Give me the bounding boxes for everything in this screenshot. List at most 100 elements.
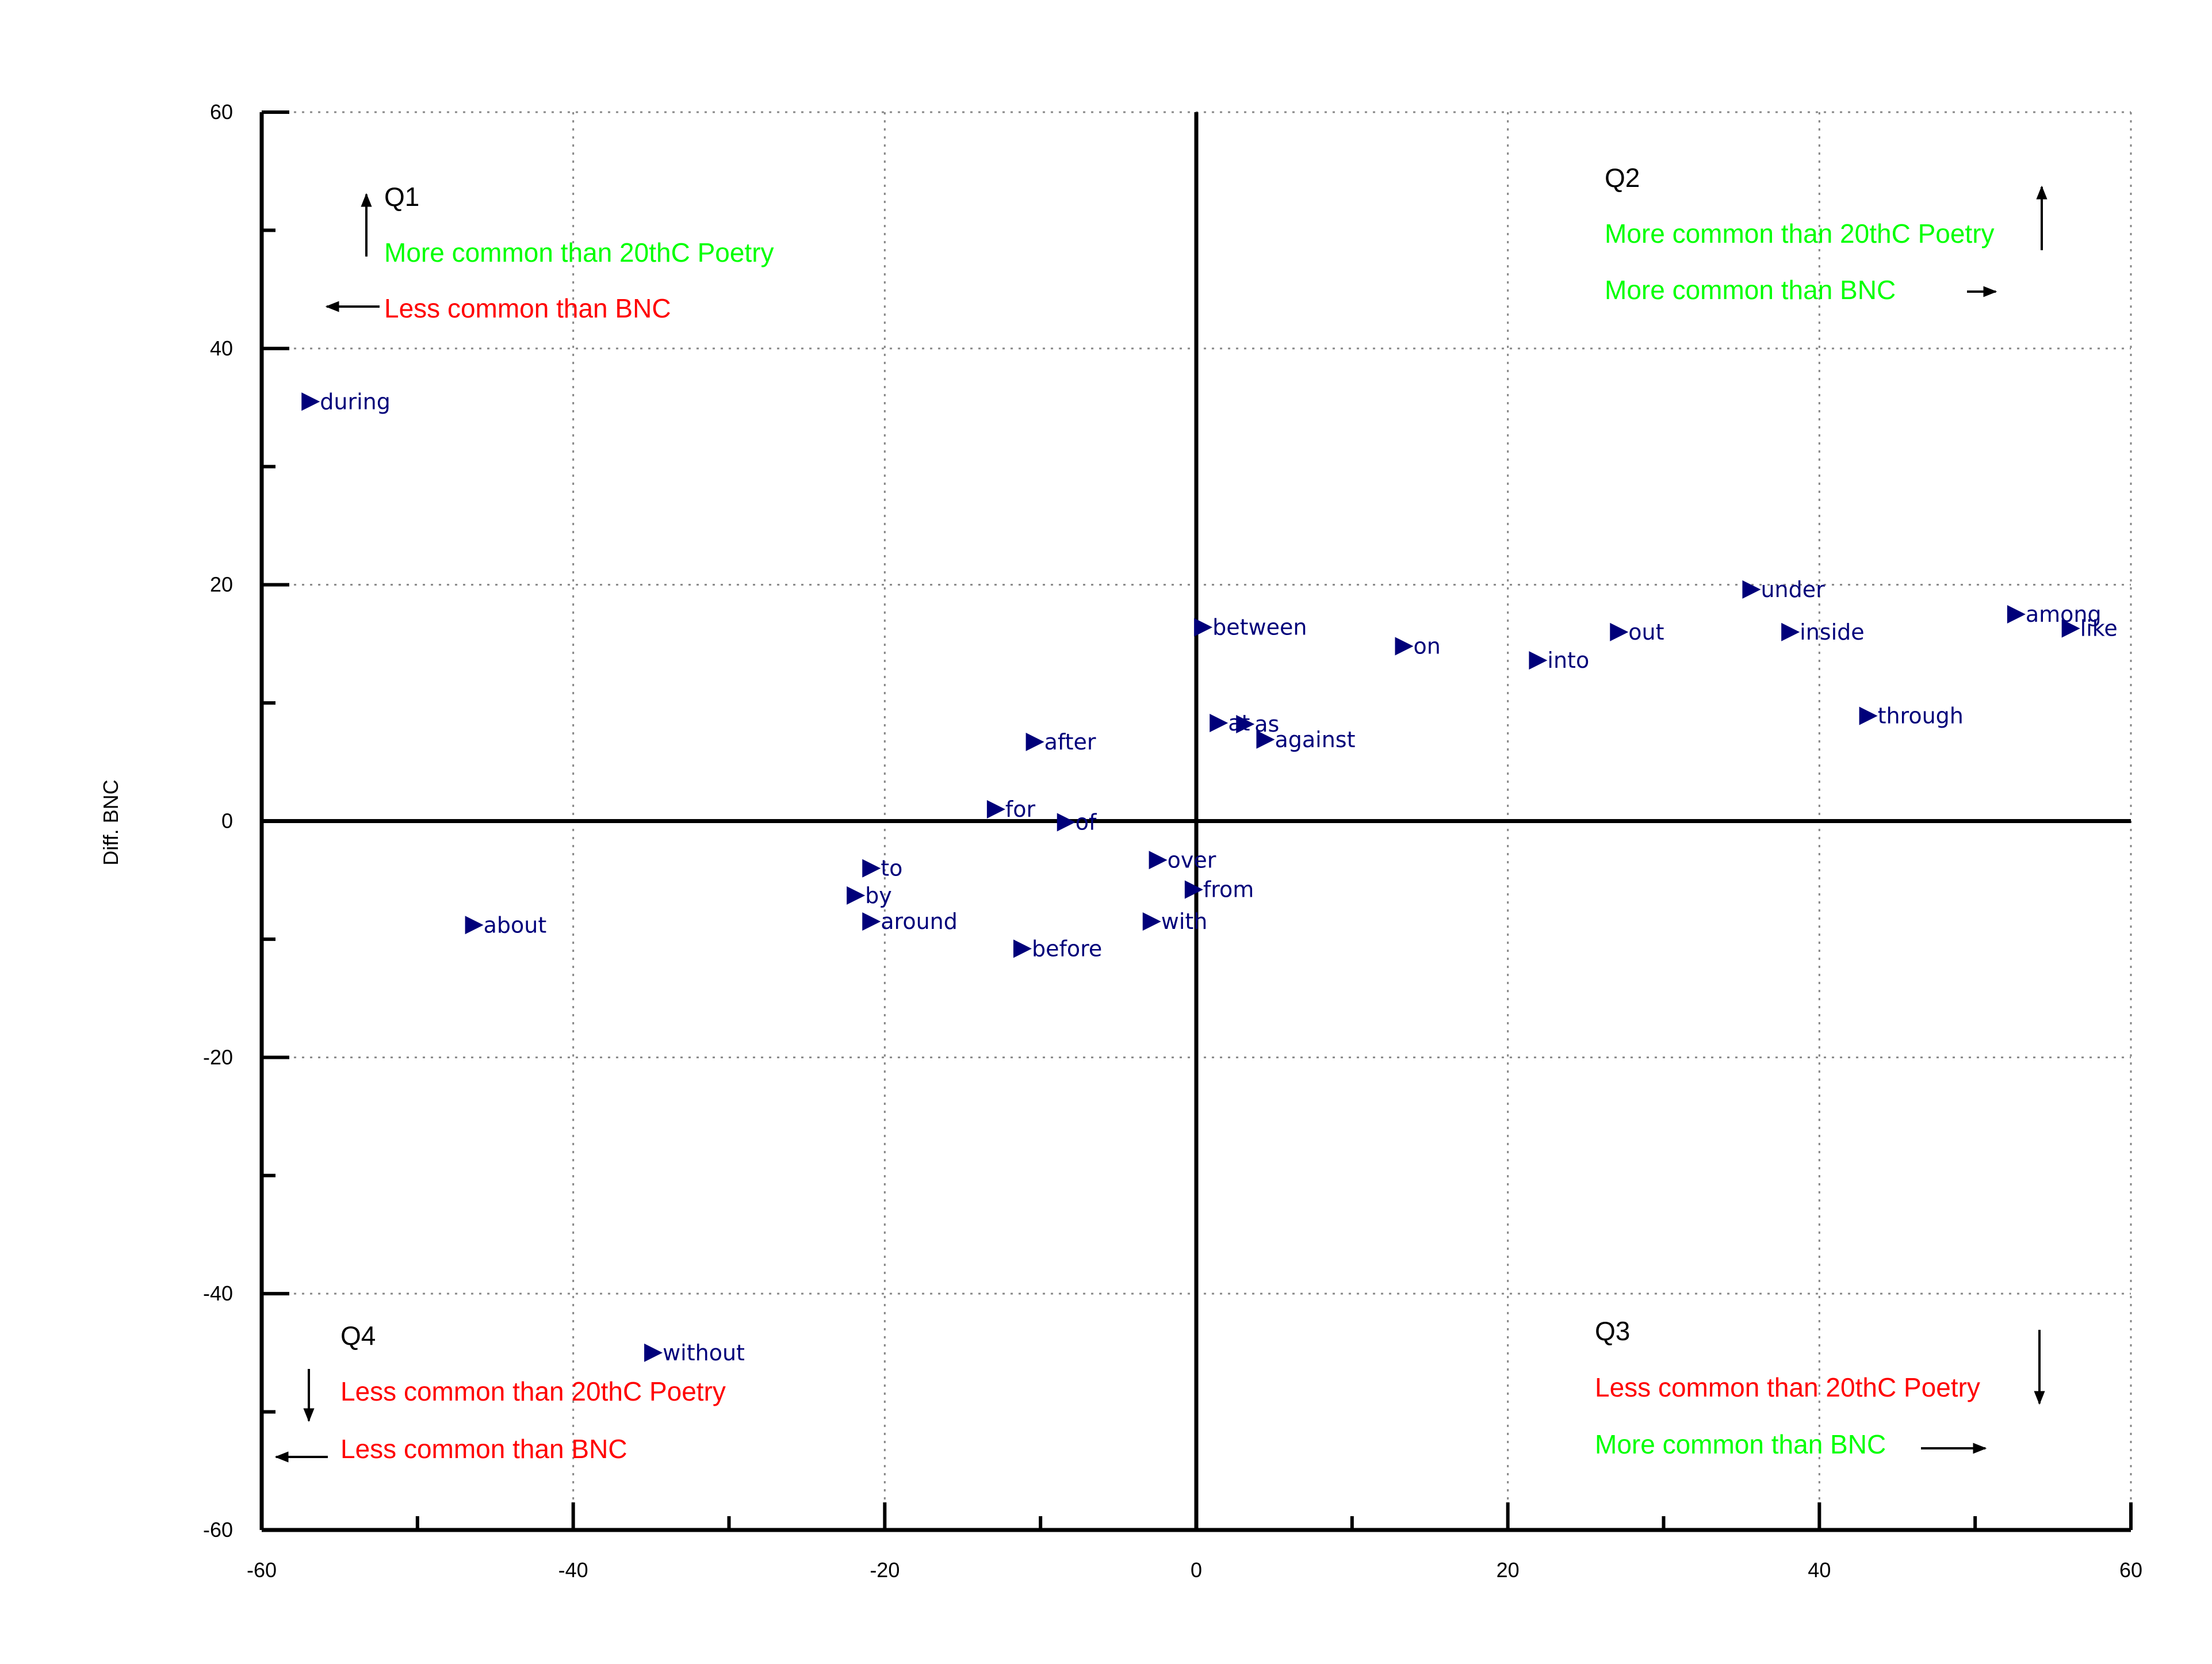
q1-annotation: Q1 More common than 20thC Poetry Less co… xyxy=(325,182,774,323)
point-label: with xyxy=(1161,909,1208,934)
q2-annotation: Q2 More common than 20thC Poetry More co… xyxy=(1605,163,2048,305)
point-label: into xyxy=(1547,648,1589,673)
point-label: during xyxy=(320,389,391,414)
point-label: on xyxy=(1414,633,1441,659)
tick-labels: -60 -40 -20 0 20 40 60 -60 -40 -20 0 20 40 60 xyxy=(203,100,2142,1582)
triangle-marker-icon xyxy=(862,912,881,931)
point-to: to xyxy=(862,856,902,881)
q3-bnc-text: More common than BNC xyxy=(1595,1429,1886,1459)
point-label: to xyxy=(881,856,902,881)
y-tick-label: 60 xyxy=(210,100,233,124)
axes xyxy=(259,110,2133,1532)
point-against: against xyxy=(1256,727,1356,752)
point-label: of xyxy=(1076,810,1097,835)
triangle-marker-icon xyxy=(847,886,866,905)
q4-bnc-text: Less common than BNC xyxy=(340,1434,627,1464)
q4-title: Q4 xyxy=(340,1321,376,1351)
point-label: around xyxy=(881,909,958,934)
point-inside: inside xyxy=(1781,619,1865,645)
q1-bnc-text: Less common than BNC xyxy=(384,293,671,323)
x-tick-label: 0 xyxy=(1191,1558,1202,1582)
point-label: under xyxy=(1761,577,1825,602)
triangle-marker-icon xyxy=(1529,651,1548,670)
x-tick-label: -60 xyxy=(247,1558,277,1582)
triangle-marker-icon xyxy=(644,1343,663,1362)
point-label: against xyxy=(1275,727,1355,752)
triangle-marker-icon xyxy=(986,800,1005,818)
q3-title: Q3 xyxy=(1595,1316,1630,1346)
point-label: before xyxy=(1032,936,1102,961)
point-label: about xyxy=(484,912,547,938)
point-from: from xyxy=(1184,877,1254,902)
triangle-marker-icon xyxy=(862,859,881,878)
triangle-marker-icon xyxy=(1194,618,1213,637)
quadrant-annotations: Q1 More common than 20thC Poetry Less co… xyxy=(274,163,2048,1464)
point-before: before xyxy=(1013,936,1102,961)
triangle-marker-icon xyxy=(1236,715,1255,734)
point-label: inside xyxy=(1800,619,1865,645)
point-around: around xyxy=(862,909,958,934)
point-over: over xyxy=(1149,847,1216,873)
point-without: without xyxy=(644,1340,745,1365)
point-label: without xyxy=(663,1340,745,1365)
point-after: after xyxy=(1025,729,1096,755)
point-label: for xyxy=(1005,797,1036,822)
q3-annotation: Q3 Less common than 20thC Poetry More co… xyxy=(1595,1316,2045,1459)
point-label: from xyxy=(1203,877,1254,902)
triangle-marker-icon xyxy=(1142,912,1161,931)
triangle-marker-icon xyxy=(1781,622,1800,641)
triangle-marker-icon xyxy=(1025,732,1044,751)
triangle-marker-icon xyxy=(465,916,484,935)
triangle-marker-icon xyxy=(1395,637,1414,656)
triangle-marker-icon xyxy=(2007,605,2026,624)
point-label: out xyxy=(1628,619,1664,645)
y-tick-label: -20 xyxy=(203,1045,233,1069)
point-label: between xyxy=(1212,615,1307,640)
q1-poetry-text: More common than 20thC Poetry xyxy=(384,238,774,267)
point-for: for xyxy=(986,797,1036,822)
triangle-marker-icon xyxy=(301,392,320,411)
y-tick-label: 20 xyxy=(210,573,233,596)
y-axis-title: Diff. BNC xyxy=(99,779,123,865)
triangle-marker-icon xyxy=(1210,714,1229,733)
point-about: about xyxy=(465,912,547,938)
x-tick-label: 60 xyxy=(2119,1558,2142,1582)
y-tick-label: -40 xyxy=(203,1282,233,1305)
point-with: with xyxy=(1142,909,1208,934)
y-tick-label: 40 xyxy=(210,336,233,360)
triangle-marker-icon xyxy=(1184,880,1203,899)
x-tick-label: 20 xyxy=(1497,1558,1520,1582)
point-label: after xyxy=(1044,729,1096,755)
data-points: duringaboutwithouttobyaroundafterforofbe… xyxy=(301,389,2118,1365)
point-by: by xyxy=(847,883,892,908)
q1-title: Q1 xyxy=(384,182,419,212)
q2-bnc-text: More common than BNC xyxy=(1605,275,1896,305)
point-label: like xyxy=(2080,616,2118,641)
point-through: through xyxy=(1859,703,1964,729)
triangle-marker-icon xyxy=(2061,619,2080,638)
q4-poetry-text: Less common than 20thC Poetry xyxy=(340,1376,726,1406)
y-tick-label: 0 xyxy=(221,809,233,833)
triangle-marker-icon xyxy=(1256,730,1275,749)
point-under: under xyxy=(1742,577,1825,602)
q2-poetry-text: More common than 20thC Poetry xyxy=(1605,219,1995,248)
triangle-marker-icon xyxy=(1742,580,1761,599)
triangle-marker-icon xyxy=(1149,851,1168,870)
point-label: over xyxy=(1168,847,1216,873)
point-label: through xyxy=(1878,703,1964,729)
triangle-marker-icon xyxy=(1013,939,1032,958)
point-between: between xyxy=(1194,615,1307,640)
triangle-marker-icon xyxy=(1610,622,1629,641)
point-like: like xyxy=(2061,616,2118,641)
point-into: into xyxy=(1529,648,1589,673)
x-tick-label: -20 xyxy=(870,1558,900,1582)
q2-title: Q2 xyxy=(1605,163,1640,193)
point-of: of xyxy=(1057,810,1097,835)
point-during: during xyxy=(301,389,391,414)
point-out: out xyxy=(1610,619,1664,645)
point-label: by xyxy=(865,883,892,908)
x-tick-label: -40 xyxy=(558,1558,588,1582)
triangle-marker-icon xyxy=(1859,706,1878,725)
triangle-marker-icon xyxy=(1057,813,1076,832)
